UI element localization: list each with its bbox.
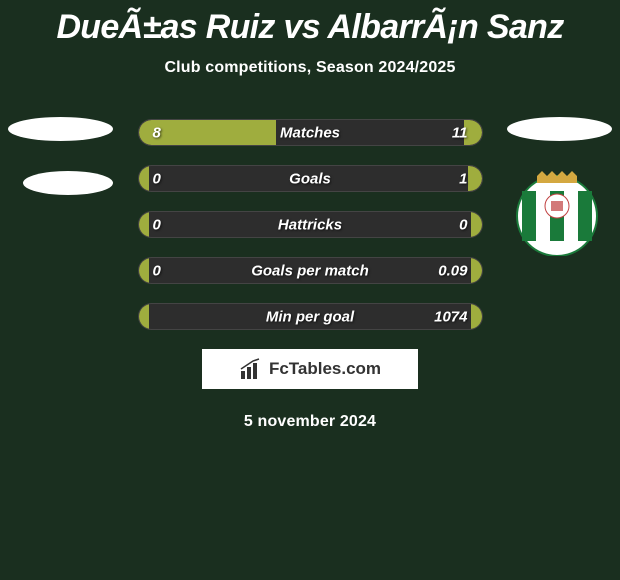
right-player-logos: [507, 117, 612, 256]
page-subtitle: Club competitions, Season 2024/2025: [0, 59, 620, 77]
stat-row-min-per-goal: Min per goal 1074: [138, 303, 483, 330]
stat-row-matches: 8 Matches 11: [138, 119, 483, 146]
stat-label: Matches: [280, 124, 340, 141]
header: DueÃ±as Ruiz vs AlbarrÃ¡n Sanz Club comp…: [0, 0, 620, 77]
stat-fill-right: [471, 304, 481, 329]
stat-left-value: 0: [153, 170, 161, 187]
stat-row-goals-per-match: 0 Goals per match 0.09: [138, 257, 483, 284]
stat-label: Goals per match: [251, 262, 369, 279]
stat-right-value: 1074: [434, 308, 467, 325]
stat-row-hattricks: 0 Hattricks 0: [138, 211, 483, 238]
player-left-logo-1: [8, 117, 113, 141]
branding-box[interactable]: FcTables.com: [202, 349, 418, 389]
stat-fill-left: [139, 304, 149, 329]
footer-date: 5 november 2024: [0, 413, 620, 431]
player-right-logo-1: [507, 117, 612, 141]
stat-fill-right: [471, 212, 481, 237]
stat-fill-left: [139, 166, 149, 191]
stat-right-value: 1: [459, 170, 467, 187]
stat-fill-left: [139, 258, 149, 283]
bar-chart-icon: [239, 357, 263, 381]
content-area: 8 Matches 11 0 Goals 1 0 Hattricks 0 0 G…: [0, 117, 620, 431]
stat-fill-right: [468, 166, 482, 191]
brand-text: FcTables.com: [269, 359, 381, 379]
stat-row-goals: 0 Goals 1: [138, 165, 483, 192]
stat-label: Min per goal: [266, 308, 354, 325]
stat-label: Goals: [289, 170, 331, 187]
stat-label: Hattricks: [278, 216, 342, 233]
left-player-logos: [8, 117, 113, 225]
stat-fill-left: [139, 212, 149, 237]
stat-right-value: 11: [452, 124, 468, 141]
stat-fill-right: [471, 258, 481, 283]
stat-left-value: 8: [153, 124, 161, 141]
player-left-logo-2: [23, 171, 113, 195]
stat-right-value: 0.09: [438, 262, 467, 279]
stat-left-value: 0: [153, 262, 161, 279]
stat-bars-container: 8 Matches 11 0 Goals 1 0 Hattricks 0 0 G…: [138, 117, 483, 330]
stat-right-value: 0: [459, 216, 467, 233]
stat-left-value: 0: [153, 216, 161, 233]
page-title: DueÃ±as Ruiz vs AlbarrÃ¡n Sanz: [0, 8, 620, 47]
club-badge-icon: [507, 171, 607, 256]
